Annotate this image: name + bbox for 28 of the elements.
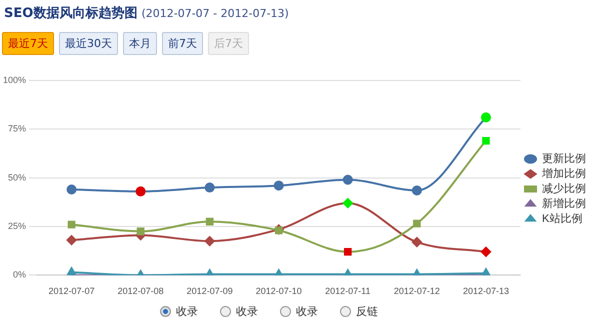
legend-label: 更新比例 <box>542 152 586 166</box>
chart-subtitle: (2012-07-07 - 2012-07-13) <box>141 7 289 20</box>
y-tick-label: 75% <box>8 124 26 134</box>
x-tick-label: 2012-07-08 <box>118 286 164 296</box>
text: 最近30天 <box>59 32 118 55</box>
text: 前7天 <box>162 32 203 55</box>
text: 最近7天 <box>2 32 54 55</box>
x-tick-label: 2012-07-10 <box>256 286 302 296</box>
x-tick-label: 2012-07-09 <box>186 286 233 296</box>
y-tick-label: 25% <box>8 220 26 231</box>
x-tick-label: 2012-07-12 <box>394 286 440 296</box>
legend-label: 减少比例 <box>542 182 586 196</box>
text: 收录 <box>176 304 198 319</box>
text: 收录 <box>296 304 318 319</box>
x-tick-label: 2012-07-13 <box>462 286 509 296</box>
x-tick-label: 2012-07-11 <box>325 286 371 296</box>
legend-label: K站比例 <box>542 212 582 226</box>
chart-title: SEO数据风向标趋势图 <box>4 6 138 21</box>
y-tick-label: 0% <box>13 270 26 280</box>
legend-label: 增加比例 <box>541 167 586 180</box>
text: 本月 <box>123 32 157 55</box>
x-tick-label: 2012-07-07 <box>48 286 95 296</box>
y-tick-label: 100% <box>2 74 26 85</box>
legend-label: 新增比例 <box>542 197 586 210</box>
y-tick-label: 50% <box>8 172 26 182</box>
text: 反链 <box>356 304 378 319</box>
text: 收录 <box>236 304 258 319</box>
text: 后7天 <box>208 32 249 55</box>
